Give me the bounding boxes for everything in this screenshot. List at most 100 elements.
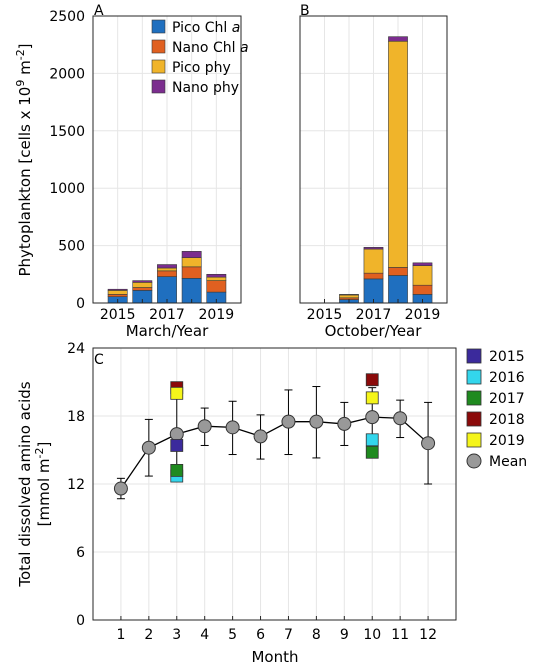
legend-swatch: [466, 432, 482, 448]
legend-label: 2017: [489, 391, 525, 407]
ytick-label: 2500: [49, 9, 85, 25]
ytick-label: 2000: [49, 66, 85, 82]
mean-point: [309, 414, 324, 429]
bar-segment: [339, 294, 359, 299]
bar-segment: [206, 276, 227, 281]
xtick-label: 5: [228, 627, 237, 643]
mean-point: [421, 436, 436, 451]
bar-segment: [388, 267, 408, 276]
panel-c-xlabel: Month: [251, 648, 298, 666]
legend-swatch: [466, 369, 482, 385]
xtick-label: 7: [284, 627, 293, 643]
xtick-label: 10: [363, 627, 381, 643]
mean-point: [197, 419, 212, 434]
bar-segment: [181, 257, 202, 268]
year-marker-2019: [365, 391, 379, 405]
bar-segment: [132, 287, 153, 291]
panel-a-xlabel: March/Year: [126, 322, 209, 340]
legend-swatch: [151, 59, 166, 74]
bar-segment: [388, 36, 408, 42]
bar-segment: [388, 275, 408, 304]
panel-a-letter: A: [94, 3, 104, 19]
year-marker-2016: [365, 433, 379, 447]
bar-segment: [181, 266, 202, 279]
legend-label: Pico phy: [172, 60, 231, 76]
xtick-label: 1: [116, 627, 125, 643]
ytick-label: 12: [67, 477, 85, 493]
xtick-label: 2015: [100, 307, 136, 323]
xtick-label: 12: [419, 627, 437, 643]
panel-b-letter: B: [300, 3, 310, 19]
mean-point: [393, 411, 408, 426]
mean-point: [225, 420, 240, 435]
panel-c-ylabel: Total dissolved amino acids [mmol m-2]: [16, 381, 53, 587]
bar-segment: [107, 288, 128, 291]
legend-swatch: [466, 411, 482, 427]
bar-segment: [206, 280, 227, 293]
ytick-label: 0: [76, 296, 85, 312]
mean-point: [281, 414, 296, 429]
year-marker-2015: [170, 439, 184, 452]
ytick-label: 500: [58, 239, 85, 255]
axes-frame: [92, 347, 457, 621]
legend-label: Nano phy: [172, 80, 239, 96]
bar-segment: [107, 294, 128, 297]
bar-segment: [157, 270, 177, 277]
panel-b: 2015 2017 2019 B October/Year: [299, 3, 448, 340]
panel-b-xlabel: October/Year: [325, 322, 423, 340]
xtick-label: 2015: [307, 307, 343, 323]
xtick-label: 2019: [199, 307, 235, 323]
bar-segment: [412, 262, 433, 266]
ytick-label: 18: [67, 409, 85, 425]
ytick-label: 1500: [49, 124, 85, 140]
panel-a-legend: Pico Chl a Nano Chl a Pico phy Nano phy: [151, 19, 249, 96]
mean-line: [120, 416, 429, 489]
ytick-label: 0: [76, 613, 85, 629]
year-marker-2017: [365, 445, 379, 459]
year-marker-2017: [170, 463, 184, 477]
bar-segment: [363, 248, 384, 274]
ytick-label: 6: [76, 545, 85, 561]
bar-segment: [363, 272, 384, 280]
legend-label: Pico Chl a: [172, 20, 240, 36]
mean-point: [365, 410, 380, 425]
bar-segment: [157, 267, 177, 272]
xtick-label: 6: [256, 627, 265, 643]
legend-mean-marker: [466, 453, 482, 469]
ylabel-line-1: Total dissolved amino acids: [16, 381, 34, 587]
xtick-label: 9: [340, 627, 349, 643]
ytick-label: 1000: [49, 181, 85, 197]
legend-swatch: [151, 19, 166, 34]
bar-segment: [132, 282, 153, 288]
legend-swatch: [466, 390, 482, 406]
legend-label: 2016: [489, 370, 525, 386]
legend-label: Mean: [489, 454, 527, 470]
xtick-label: 2017: [149, 307, 185, 323]
bar-segment: [412, 284, 433, 295]
xtick-label: 2017: [356, 307, 392, 323]
bar-segment: [181, 251, 202, 258]
xtick-label: 4: [200, 627, 209, 643]
bar-segment: [157, 264, 177, 269]
xtick-label: 3: [172, 627, 181, 643]
bar-segment: [412, 265, 433, 286]
mean-point: [113, 481, 128, 496]
legend-label: 2018: [489, 412, 525, 428]
bar-segment: [339, 294, 359, 296]
mean-point: [253, 429, 268, 444]
mean-point: [141, 440, 156, 455]
xtick-label: 2: [144, 627, 153, 643]
year-marker-2019: [170, 386, 184, 400]
xtick-label: 8: [312, 627, 321, 643]
legend-label: 2019: [489, 433, 525, 449]
legend-swatch: [466, 348, 482, 364]
panel-a: 0 500 1000 1500 2000 2500 2015 2017 2019 A March…: [49, 3, 248, 340]
xtick-label: 2019: [405, 307, 441, 323]
year-marker-2018: [365, 373, 379, 387]
phytoplankton-ylabel: Phytoplankton [cells x 109 m-2]: [14, 43, 34, 276]
mean-point: [169, 427, 184, 442]
bar-segment: [388, 40, 408, 268]
bar-segment: [363, 247, 384, 250]
